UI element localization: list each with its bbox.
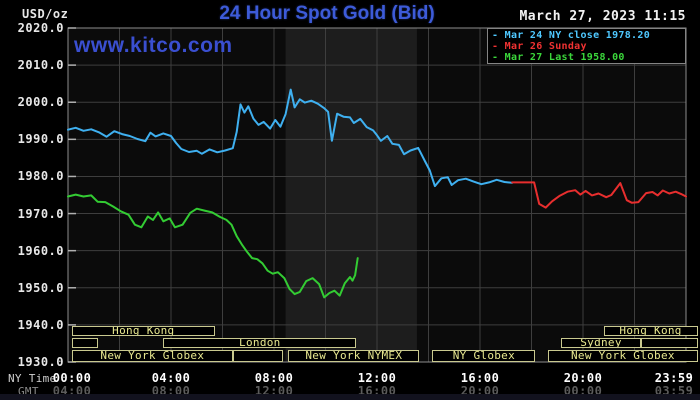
ny-time-tick: 04:00 bbox=[151, 371, 191, 385]
y-tick-label: 1940.0 bbox=[17, 317, 64, 332]
ny-time-tick: 08:00 bbox=[254, 371, 294, 385]
session-box-new-york-globex: New York Globex bbox=[71, 350, 233, 362]
session-box-blank bbox=[232, 350, 283, 362]
ny-time-tick: 12:00 bbox=[357, 371, 397, 385]
legend-item: - Mar 27 Last 1958.00 bbox=[492, 52, 625, 63]
series-mar26-line bbox=[511, 181, 687, 209]
kitco-watermark-link[interactable]: www.kitco.com bbox=[74, 34, 233, 57]
y-tick-label: 1970.0 bbox=[17, 206, 64, 221]
session-box-hong-kong: Hong Kong bbox=[603, 326, 698, 336]
ny-time-tick: 23:59 bbox=[654, 371, 694, 385]
session-box-ny-globex: NY Globex bbox=[432, 350, 536, 362]
units-label: USD/oz bbox=[22, 7, 69, 21]
session-box-blank bbox=[640, 338, 698, 348]
nymex-session-band bbox=[285, 28, 417, 362]
ny-time-tick: 00:00 bbox=[52, 371, 92, 385]
y-tick-label: 1980.0 bbox=[17, 169, 64, 184]
series-mar27-line bbox=[67, 193, 359, 299]
legend-item: - Mar 24 NY close 1978.20 bbox=[492, 30, 651, 41]
y-tick-label: 1990.0 bbox=[17, 132, 64, 147]
session-box-london: London bbox=[163, 338, 357, 348]
chart-datetime: March 27, 2023 11:15 bbox=[519, 9, 686, 24]
y-tick-label: 1960.0 bbox=[17, 243, 64, 258]
plot-frame bbox=[67, 27, 687, 363]
y-tick-label: 2020.0 bbox=[17, 21, 64, 35]
session-box-hong-kong: Hong Kong bbox=[71, 326, 215, 336]
bottom-strip bbox=[0, 394, 700, 400]
page-title: 24 Hour Spot Gold (Bid) bbox=[219, 3, 435, 24]
chart-legend: - Mar 24 NY close 1978.20- Mar 26 Sunday… bbox=[487, 28, 686, 64]
y-tick-label: 2010.0 bbox=[17, 58, 64, 73]
y-tick-label: 2000.0 bbox=[17, 95, 64, 110]
session-box-new-york-nymex: New York NYMEX bbox=[288, 350, 420, 362]
series-mar24-line bbox=[67, 88, 514, 188]
y-tick-label: 1930.0 bbox=[17, 355, 64, 369]
legend-item: - Mar 26 Sunday bbox=[492, 41, 587, 52]
ny-time-axis-label: NY Time bbox=[8, 372, 57, 385]
ny-time-tick: 16:00 bbox=[460, 371, 500, 385]
session-box-blank bbox=[71, 338, 98, 348]
ny-time-tick: 20:00 bbox=[563, 371, 603, 385]
y-tick-label: 1950.0 bbox=[17, 280, 64, 295]
session-box-new-york-globex: New York Globex bbox=[548, 350, 698, 362]
session-box-sydney: Sydney bbox=[561, 338, 641, 348]
